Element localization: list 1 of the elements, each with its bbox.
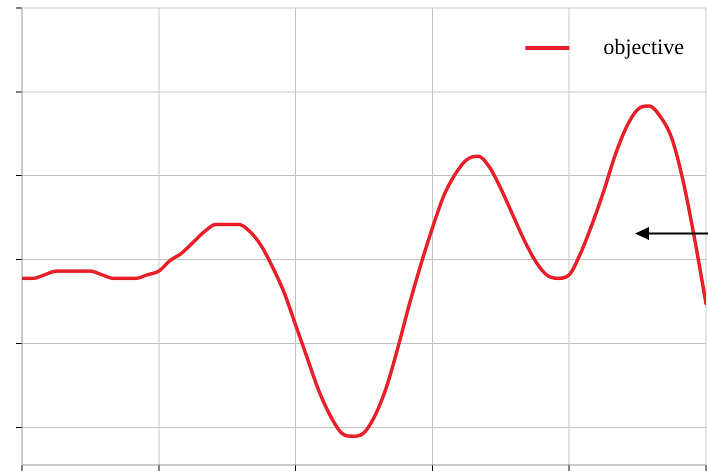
legend-label: objective: [603, 34, 684, 59]
